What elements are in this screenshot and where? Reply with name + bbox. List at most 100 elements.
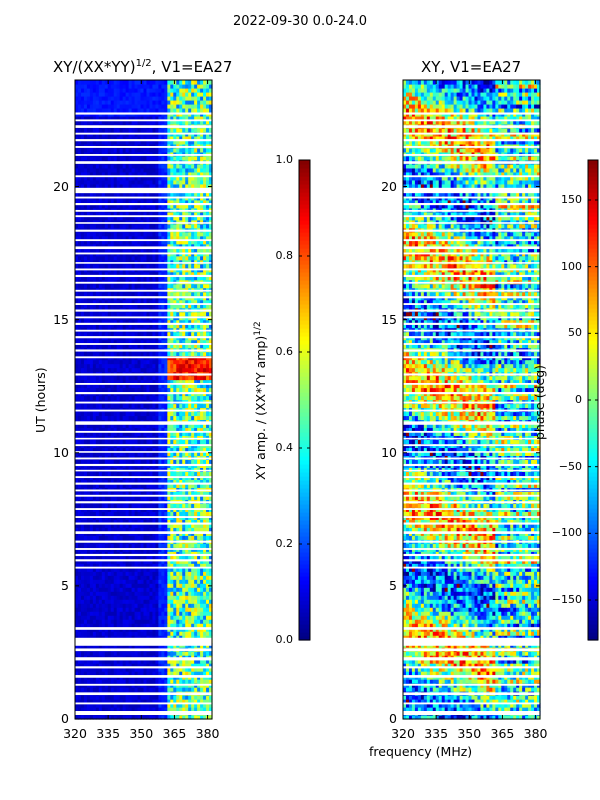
amp-cell bbox=[194, 687, 198, 692]
amp-cell bbox=[113, 635, 118, 640]
amp-cell bbox=[194, 631, 198, 636]
amp-cell bbox=[170, 619, 174, 624]
amp-cell bbox=[89, 619, 94, 624]
amp-cell bbox=[89, 703, 94, 708]
amp-cell bbox=[75, 679, 79, 684]
amp-cell bbox=[203, 659, 207, 664]
amp-cell bbox=[146, 671, 151, 676]
amp-cell bbox=[137, 659, 142, 664]
amp-cell bbox=[173, 623, 177, 628]
amp-cell bbox=[161, 671, 165, 676]
amp-cell bbox=[179, 679, 183, 684]
amp-cell bbox=[176, 623, 180, 628]
amp-cell bbox=[131, 635, 136, 640]
amp-cell bbox=[131, 703, 136, 708]
amp-cell bbox=[104, 687, 109, 692]
amp-cell bbox=[77, 703, 82, 708]
amp-cell bbox=[191, 619, 195, 624]
amp-cell bbox=[200, 667, 204, 672]
amp-cell bbox=[146, 699, 151, 704]
amp-cell bbox=[119, 607, 124, 612]
amp-cell bbox=[155, 607, 159, 612]
amp-cell bbox=[134, 667, 139, 672]
amp-cell bbox=[86, 651, 91, 656]
amp-cell bbox=[206, 615, 210, 620]
amp-cell bbox=[200, 611, 204, 616]
amp-cell bbox=[185, 619, 189, 624]
amp-cell bbox=[200, 715, 204, 720]
amp-cell bbox=[185, 659, 189, 664]
amp-cell bbox=[143, 687, 148, 692]
amp-cell bbox=[161, 715, 165, 720]
amp-cell bbox=[188, 663, 192, 668]
amp-cell bbox=[203, 679, 207, 684]
amp-cell bbox=[155, 671, 159, 676]
amp-cell bbox=[146, 679, 151, 684]
amp-cell bbox=[89, 679, 94, 684]
amp-cell bbox=[176, 615, 180, 620]
amp-cell bbox=[113, 623, 118, 628]
amp-cell bbox=[155, 703, 159, 708]
amp-cell bbox=[170, 695, 174, 700]
amp-cell bbox=[98, 611, 103, 616]
amp-cell bbox=[209, 671, 213, 676]
amp-cell bbox=[80, 687, 85, 692]
amp-cell bbox=[116, 699, 121, 704]
amp-cell bbox=[191, 663, 195, 668]
amp-cell bbox=[137, 671, 142, 676]
amp-cell bbox=[107, 687, 112, 692]
amp-cell bbox=[182, 671, 186, 676]
amp-cell bbox=[128, 619, 133, 624]
amp-cell bbox=[179, 651, 183, 656]
amp-cell bbox=[75, 619, 79, 624]
amp-cell bbox=[122, 687, 127, 692]
amp-cell bbox=[98, 695, 103, 700]
amp-cell bbox=[149, 663, 154, 668]
amp-cell bbox=[104, 651, 109, 656]
amp-cell bbox=[83, 707, 88, 712]
amp-cell bbox=[197, 699, 201, 704]
amp-cell bbox=[77, 607, 82, 612]
amp-cell bbox=[143, 659, 148, 664]
amp-cell bbox=[143, 671, 148, 676]
amp-cell bbox=[92, 671, 97, 676]
amp-cell bbox=[104, 707, 109, 712]
amp-cell bbox=[161, 695, 165, 700]
amp-cell bbox=[143, 611, 148, 616]
amp-cell bbox=[167, 623, 171, 628]
amp-cell bbox=[131, 615, 136, 620]
amp-cell bbox=[152, 651, 157, 656]
amp-cell bbox=[164, 623, 168, 628]
amp-cell bbox=[194, 699, 198, 704]
amp-cell bbox=[92, 703, 97, 708]
amp-cell bbox=[95, 699, 100, 704]
amp-cell bbox=[122, 695, 127, 700]
amp-cell bbox=[191, 667, 195, 672]
amp-cell bbox=[182, 607, 186, 612]
amp-cell bbox=[77, 611, 82, 616]
amp-cell bbox=[80, 651, 85, 656]
amp-cell bbox=[83, 607, 88, 612]
amp-cell bbox=[134, 663, 139, 668]
amp-cell bbox=[158, 659, 162, 664]
amp-cell bbox=[158, 703, 162, 708]
amp-cell bbox=[104, 699, 109, 704]
amp-cell bbox=[176, 619, 180, 624]
amp-cell bbox=[173, 699, 177, 704]
amp-cell bbox=[179, 611, 183, 616]
amp-cell bbox=[137, 695, 142, 700]
amp-cell bbox=[77, 631, 82, 636]
amp-cell bbox=[167, 607, 171, 612]
amp-cell bbox=[125, 703, 130, 708]
amp-cell bbox=[116, 715, 121, 720]
amp-cell bbox=[140, 695, 145, 700]
amp-cell bbox=[131, 671, 136, 676]
amp-cell bbox=[197, 635, 201, 640]
amp-cell bbox=[149, 695, 154, 700]
amp-cell bbox=[134, 631, 139, 636]
amp-cell bbox=[176, 635, 180, 640]
amp-cell bbox=[134, 607, 139, 612]
amp-cell bbox=[75, 659, 79, 664]
amp-cell bbox=[116, 615, 121, 620]
amp-cell bbox=[203, 715, 207, 720]
